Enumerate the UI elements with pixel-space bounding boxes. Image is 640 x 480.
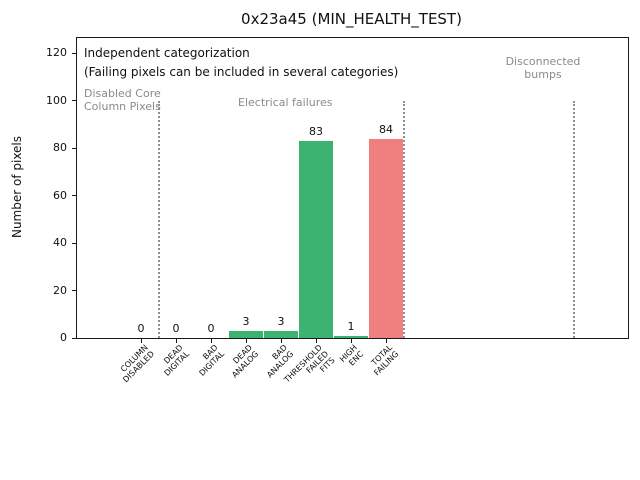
y-axis-tick <box>72 52 76 54</box>
section-label-disabled-core-column-pixels: Disabled Core Column Pixels <box>84 87 161 113</box>
bar-value-label: 0 <box>137 322 145 335</box>
y-axis-tick-label: 100 <box>46 93 67 107</box>
bar-value-label: 84 <box>379 122 393 136</box>
bar-value-label: 0 <box>172 322 180 335</box>
bar <box>229 330 263 338</box>
x-axis-tick-label-text: DEAD DIGITAL <box>161 343 191 378</box>
x-axis-tick-label-text: TOTAL FAILING <box>370 343 401 378</box>
annotation-independent-categorization: Independent categorization <box>84 46 250 60</box>
section-divider-line <box>157 100 160 338</box>
y-axis-tick <box>72 242 76 244</box>
x-axis-tick <box>351 339 352 343</box>
bar-value-label: 1 <box>347 319 355 333</box>
x-axis-tick <box>386 339 387 343</box>
x-axis-tick <box>211 339 212 343</box>
bar-value-label: 3 <box>277 314 285 328</box>
y-axis-label: Number of pixels <box>10 135 24 239</box>
x-axis-tick-label-text: HIGH ENC <box>338 343 366 368</box>
bar <box>334 335 368 338</box>
y-axis-tick-label: 0 <box>60 331 67 344</box>
annotation-failing-pixels-note: (Failing pixels can be included in sever… <box>84 65 399 79</box>
section-label-disconnected-bumps: Disconnected bumps <box>505 55 581 81</box>
x-axis-tick <box>316 339 317 343</box>
y-axis-tick <box>72 100 76 102</box>
section-divider-line <box>572 100 575 338</box>
y-axis-tick <box>72 337 76 339</box>
bar <box>369 138 403 338</box>
x-axis-tick-label-text: BAD DIGITAL <box>197 343 226 378</box>
section-label-electrical-failures: Electrical failures <box>238 96 333 109</box>
x-axis-tick <box>246 339 247 343</box>
bar <box>299 141 333 338</box>
x-axis-tick <box>141 339 142 343</box>
plot-area: Independent categorization (Failing pixe… <box>46 37 629 384</box>
y-axis-tick <box>72 290 76 292</box>
chart-title: 0x23a45 (MIN_HEALTH_TEST) <box>241 10 462 28</box>
bar-value-label: 83 <box>309 125 323 139</box>
x-axis-tick <box>281 339 282 343</box>
y-axis-tick-label: 40 <box>53 236 67 250</box>
y-axis-tick-label: 120 <box>46 46 67 60</box>
x-axis-tick-label-text: DEAD ANALOG <box>230 343 261 380</box>
section-divider-line <box>402 100 405 338</box>
bar-value-label: 3 <box>242 314 250 328</box>
y-axis-tick-label: 20 <box>53 283 67 297</box>
x-axis-tick-label-text: COLUMN DISABLED <box>118 343 156 385</box>
y-axis-tick-label: 80 <box>53 141 67 155</box>
x-axis-tick <box>176 339 177 343</box>
y-axis-tick-label: 60 <box>53 188 67 202</box>
y-axis-tick <box>72 195 76 197</box>
bar-value-label: 0 <box>207 322 215 335</box>
bar <box>264 330 298 338</box>
y-axis-tick <box>72 147 76 149</box>
